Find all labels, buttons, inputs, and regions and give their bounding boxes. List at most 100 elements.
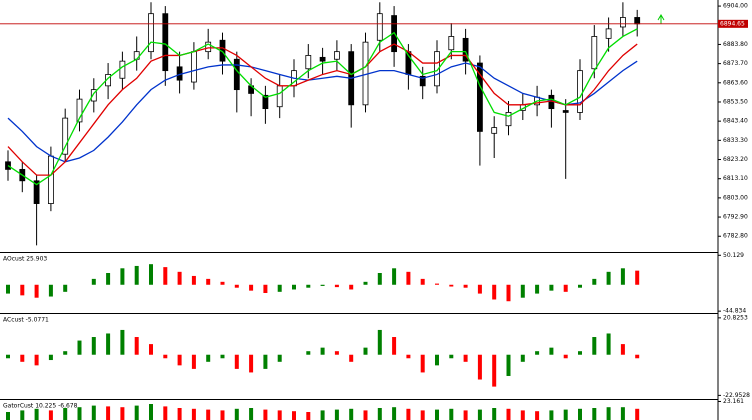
histogram-bar — [535, 411, 540, 420]
candle-body — [634, 17, 641, 25]
histogram-bar — [392, 407, 397, 420]
candle-body — [505, 112, 512, 127]
histogram-bar — [306, 284, 311, 288]
y-tick-label: -22.9528 — [723, 392, 750, 399]
histogram-bar — [163, 406, 168, 420]
histogram-bar — [220, 410, 225, 420]
candle-body — [419, 75, 426, 87]
histogram-bar — [363, 410, 368, 420]
current-price-box — [718, 19, 748, 28]
histogram-bar — [435, 354, 439, 366]
histogram-bar — [549, 347, 554, 355]
histogram-bar — [134, 265, 139, 285]
moving-average — [7, 28, 638, 186]
histogram-bar — [106, 333, 111, 355]
histogram-bar — [449, 408, 454, 420]
histogram-bar — [206, 278, 211, 285]
histogram-bar — [220, 354, 225, 359]
pane-title: GatorCust 10.225 -6.678 — [3, 403, 78, 410]
histogram-bar — [606, 333, 611, 355]
candle-body — [162, 13, 169, 72]
y-tick-label: 50.129 — [723, 252, 744, 259]
candle-body — [76, 98, 83, 123]
moving-average — [7, 60, 638, 163]
y-tick-label: 6803.00 — [723, 194, 748, 201]
histogram-bar — [149, 264, 153, 285]
histogram-bar — [477, 409, 482, 420]
histogram-bar — [191, 354, 196, 369]
histogram-bar — [492, 284, 497, 300]
histogram-bar — [234, 354, 239, 369]
candle-body — [48, 155, 54, 204]
y-tick-label: 6823.20 — [723, 156, 748, 163]
histogram-bar — [120, 407, 125, 420]
candle-body — [476, 62, 483, 132]
histogram-bar — [177, 354, 182, 366]
histogram-bar — [363, 281, 368, 285]
histogram-bar — [220, 281, 225, 285]
histogram-bar — [520, 410, 525, 420]
histogram-bar — [149, 344, 153, 355]
candle-body — [605, 28, 612, 39]
candle-body — [319, 56, 326, 62]
histogram-bar — [177, 408, 182, 420]
histogram-bar — [120, 268, 125, 285]
candle-body — [434, 51, 440, 87]
candle-body — [577, 70, 583, 113]
histogram-bar — [206, 409, 211, 420]
histogram-bar — [549, 410, 554, 420]
histogram-bar — [163, 354, 168, 359]
histogram-bar — [306, 351, 311, 355]
histogram-bar — [420, 410, 425, 420]
histogram-bar — [463, 410, 468, 420]
y-tick-label: 6853.50 — [723, 98, 748, 105]
pane-title: AOcust 25.903 — [3, 256, 47, 263]
histogram-bar — [63, 284, 68, 292]
histogram-bar — [120, 329, 125, 355]
histogram-bar — [620, 344, 625, 355]
histogram-bar — [449, 284, 454, 287]
candle-body — [62, 117, 69, 155]
y-tick-label: 6904.00 — [723, 3, 748, 10]
histogram-bar — [463, 354, 468, 362]
candle-body — [620, 17, 626, 28]
histogram-bar — [449, 354, 454, 359]
candle-body — [591, 36, 598, 70]
histogram-bar — [34, 408, 39, 420]
histogram-bar — [134, 405, 139, 420]
y-tick-label: 6782.80 — [723, 233, 748, 240]
histogram-bar — [6, 412, 10, 420]
y-tick-label: 6883.80 — [723, 41, 748, 48]
histogram-bar — [592, 408, 597, 420]
candle-body — [262, 94, 269, 110]
y-tick-label: 6843.40 — [723, 118, 748, 125]
histogram-bar — [334, 284, 339, 288]
histogram-bar — [91, 337, 96, 355]
histogram-bar — [320, 347, 325, 355]
candle-body — [119, 60, 126, 79]
histogram-bar — [635, 354, 640, 359]
candle-body — [305, 55, 312, 70]
histogram-bar — [191, 408, 196, 420]
histogram-bar — [334, 351, 339, 355]
histogram-bar — [377, 329, 382, 355]
histogram-bar — [106, 406, 111, 420]
histogram-bar — [91, 278, 96, 285]
histogram-bar — [48, 410, 53, 420]
candle-body — [148, 13, 154, 53]
histogram-bar — [506, 408, 511, 420]
histogram-bar — [163, 267, 168, 285]
histogram-bar — [34, 284, 39, 298]
histogram-bar — [91, 405, 96, 420]
histogram-bar — [506, 284, 511, 302]
histogram-bar — [277, 354, 282, 362]
histogram-bar — [320, 410, 325, 420]
y-tick-label: 6873.70 — [723, 60, 748, 67]
histogram-bar — [477, 284, 482, 294]
up-arrow — [657, 14, 665, 24]
candle-body — [562, 110, 569, 113]
y-tick-label: 6863.60 — [723, 79, 748, 86]
y-tick-label: 6813.10 — [723, 175, 748, 182]
histogram-bar — [277, 410, 282, 420]
